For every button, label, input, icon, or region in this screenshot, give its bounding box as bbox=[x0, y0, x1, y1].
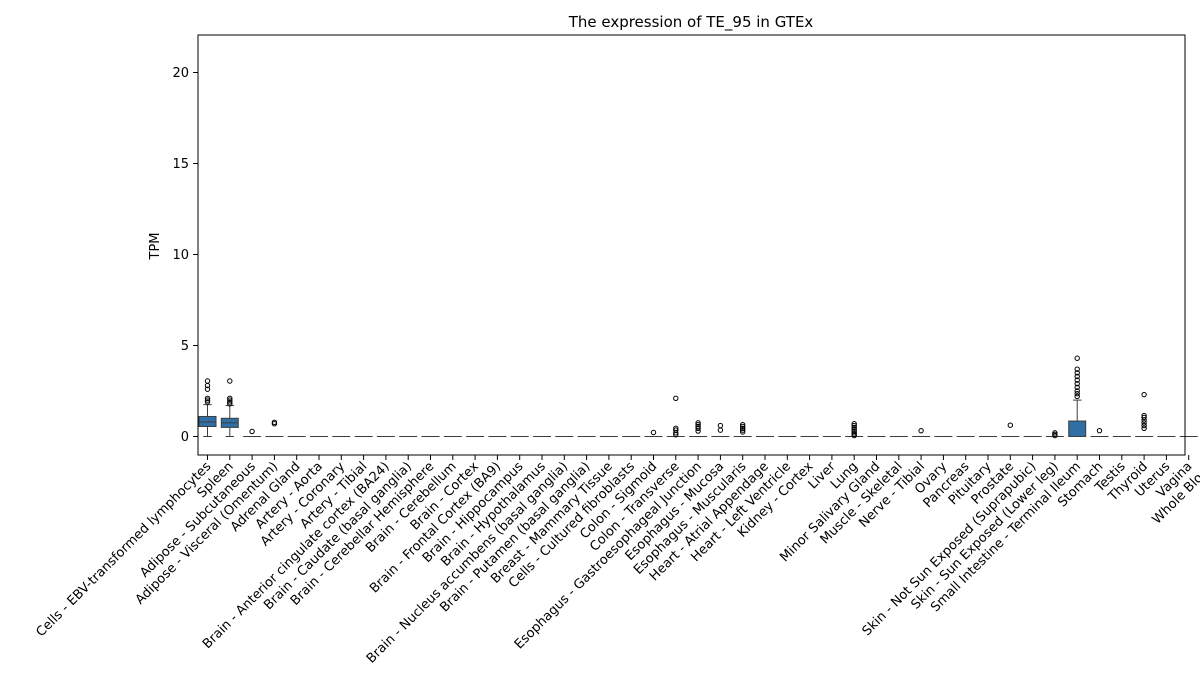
box-24 bbox=[733, 421, 752, 438]
outlier-point bbox=[717, 422, 724, 429]
outlier-point bbox=[851, 430, 857, 436]
outlier-point bbox=[1074, 384, 1080, 391]
outlier-point bbox=[695, 423, 701, 430]
outlier-point bbox=[1074, 366, 1080, 372]
box-32 bbox=[912, 427, 931, 438]
box-1 bbox=[220, 378, 239, 437]
outlier-point bbox=[227, 378, 233, 384]
outlier-point bbox=[1074, 377, 1080, 383]
outlier-point bbox=[204, 395, 211, 401]
box-body bbox=[1068, 420, 1087, 437]
outlier-point bbox=[249, 428, 255, 435]
outlier-point bbox=[740, 421, 746, 428]
box-42 bbox=[1135, 391, 1154, 438]
outlier-point bbox=[1141, 414, 1147, 421]
outlier-point bbox=[673, 425, 679, 432]
outlier-point bbox=[851, 428, 857, 434]
outlier-point bbox=[1074, 355, 1080, 361]
y-tick-label: 5 bbox=[181, 339, 189, 354]
outlier-point bbox=[1074, 393, 1080, 400]
outlier-point bbox=[740, 425, 746, 432]
outlier-point bbox=[740, 423, 746, 430]
outlier-point bbox=[204, 386, 211, 392]
box-2 bbox=[243, 428, 262, 438]
box-21 bbox=[666, 395, 685, 438]
outlier-point bbox=[1141, 391, 1147, 398]
plot-frame bbox=[197, 34, 1186, 456]
outlier-point bbox=[1141, 420, 1147, 426]
y-axis: 0 5 10 15 20 bbox=[172, 66, 198, 445]
y-axis-label: TPM bbox=[148, 233, 163, 261]
outlier-point bbox=[1074, 373, 1080, 380]
box-39 bbox=[1068, 355, 1087, 437]
y-tick-label: 20 bbox=[172, 66, 189, 81]
outlier-point bbox=[1052, 430, 1058, 436]
outlier-point bbox=[650, 429, 657, 436]
outlier-point bbox=[918, 427, 924, 434]
outlier-point bbox=[1074, 391, 1080, 397]
y-tick-label: 0 bbox=[181, 430, 189, 445]
outlier-point bbox=[227, 399, 233, 405]
outlier-point bbox=[1007, 422, 1013, 428]
outlier-point bbox=[740, 427, 746, 433]
box-22 bbox=[689, 420, 708, 438]
outlier-point bbox=[695, 421, 701, 428]
box-29 bbox=[845, 421, 864, 439]
box-23 bbox=[711, 422, 730, 438]
outlier-point bbox=[1074, 381, 1080, 387]
box-20 bbox=[644, 429, 663, 438]
box-0 bbox=[198, 378, 217, 437]
box-40 bbox=[1090, 427, 1109, 438]
outlier-point bbox=[204, 378, 211, 384]
outlier-point bbox=[204, 399, 211, 405]
outlier-point bbox=[740, 429, 746, 435]
outlier-point bbox=[271, 419, 278, 426]
box-3 bbox=[265, 419, 284, 438]
y-tick-label: 15 bbox=[172, 157, 189, 172]
outlier-point bbox=[851, 421, 857, 427]
outlier-point bbox=[673, 427, 679, 433]
outlier-point bbox=[227, 397, 233, 403]
outlier-point bbox=[1074, 370, 1080, 376]
outlier-point bbox=[1141, 412, 1147, 419]
outlier-point bbox=[851, 426, 857, 432]
outlier-point bbox=[673, 395, 679, 401]
outlier-point bbox=[695, 420, 701, 426]
chart-title: The expression of TE_95 in GTEx bbox=[568, 13, 814, 32]
plot-area bbox=[198, 355, 1198, 439]
outlier-point bbox=[1141, 422, 1147, 429]
outlier-point bbox=[695, 425, 701, 432]
outlier-point bbox=[1074, 388, 1080, 394]
y-tick-label: 10 bbox=[172, 248, 189, 263]
outlier-point bbox=[717, 427, 724, 433]
outlier-point bbox=[204, 397, 211, 403]
outlier-point bbox=[1096, 427, 1103, 434]
box-36 bbox=[1001, 422, 1020, 438]
outlier-point bbox=[227, 401, 233, 407]
outlier-point bbox=[1141, 425, 1147, 432]
outlier-point bbox=[851, 424, 857, 431]
outlier-point bbox=[227, 395, 233, 401]
x-axis: Cells - EBV-transformed lymphocytesSplee… bbox=[33, 455, 1200, 667]
box-38 bbox=[1045, 430, 1064, 439]
outlier-point bbox=[851, 422, 857, 429]
